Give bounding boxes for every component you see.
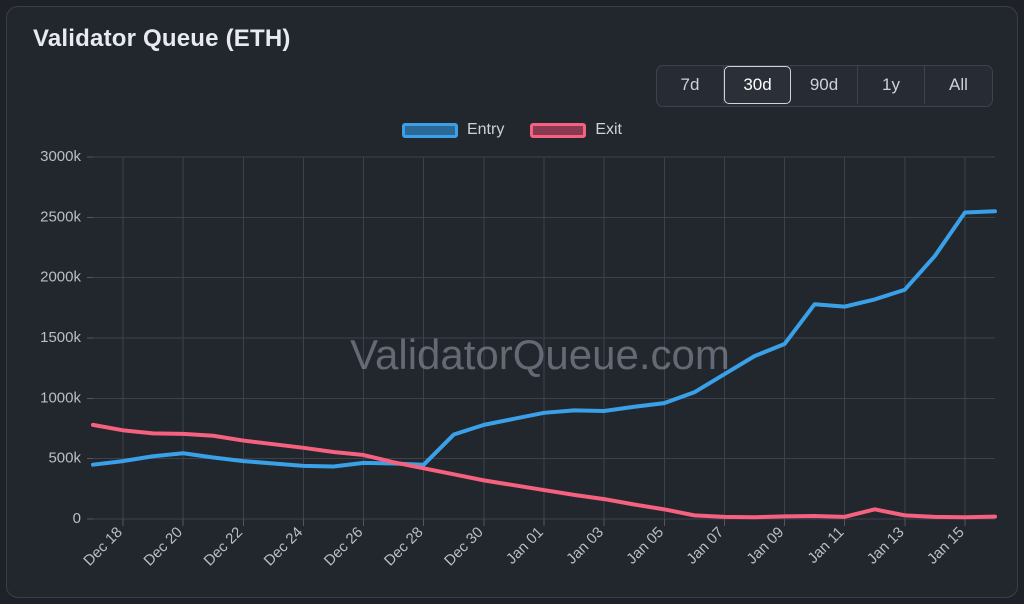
range-button-7d[interactable]: 7d (657, 66, 724, 104)
page-title: Validator Queue (ETH) (33, 25, 291, 52)
y-axis-label: 2500k (40, 208, 81, 225)
range-button-30d[interactable]: 30d (724, 66, 791, 104)
range-button-all[interactable]: All (925, 66, 992, 104)
range-selector[interactable]: 7d 30d 90d 1y All (656, 65, 993, 107)
legend-item-exit[interactable]: Exit (530, 121, 622, 139)
legend-label-entry: Entry (466, 121, 505, 138)
x-axis-label: Jan 05 (623, 524, 667, 568)
legend-item-entry[interactable]: Entry (401, 121, 505, 139)
x-axis-label: Jan 15 (924, 524, 968, 568)
chart-legend[interactable]: Entry Exit (7, 121, 1017, 139)
x-axis-label: Dec 18 (80, 524, 126, 570)
x-axis-label: Dec 22 (201, 524, 247, 570)
x-axis-label: Jan 01 (503, 524, 547, 568)
range-button-1y[interactable]: 1y (858, 66, 925, 104)
x-axis-label: Dec 30 (441, 524, 487, 570)
x-axis-label: Dec 24 (261, 524, 307, 570)
y-axis-label: 1500k (40, 329, 81, 346)
legend-swatch-entry (401, 122, 458, 138)
x-axis-label: Jan 11 (804, 524, 847, 567)
x-axis-label: Dec 28 (381, 524, 427, 570)
y-axis-label: 3000k (40, 148, 81, 165)
y-axis-label: 0 (73, 510, 81, 527)
y-axis-label: 500k (48, 450, 81, 467)
chart-card: Validator Queue (ETH) 7d 30d 90d 1y All Entr… (6, 6, 1018, 598)
series-line-exit (91, 422, 997, 520)
range-button-90d[interactable]: 90d (791, 66, 858, 104)
watermark-text: ValidatorQueue.com (350, 331, 730, 378)
y-axis-label: 1000k (40, 389, 81, 406)
x-axis-label: Dec 20 (140, 524, 186, 570)
x-axis-label: Dec 26 (321, 524, 367, 570)
x-axis-label: Jan 13 (864, 524, 908, 568)
series-line-entry (91, 209, 997, 469)
y-axis-label: 2000k (40, 269, 81, 286)
x-axis-label: Jan 09 (743, 524, 787, 568)
x-axis-label: Jan 07 (683, 524, 727, 568)
legend-label-exit: Exit (595, 121, 622, 138)
legend-swatch-exit (530, 122, 587, 138)
x-axis-label: Jan 03 (563, 524, 607, 568)
